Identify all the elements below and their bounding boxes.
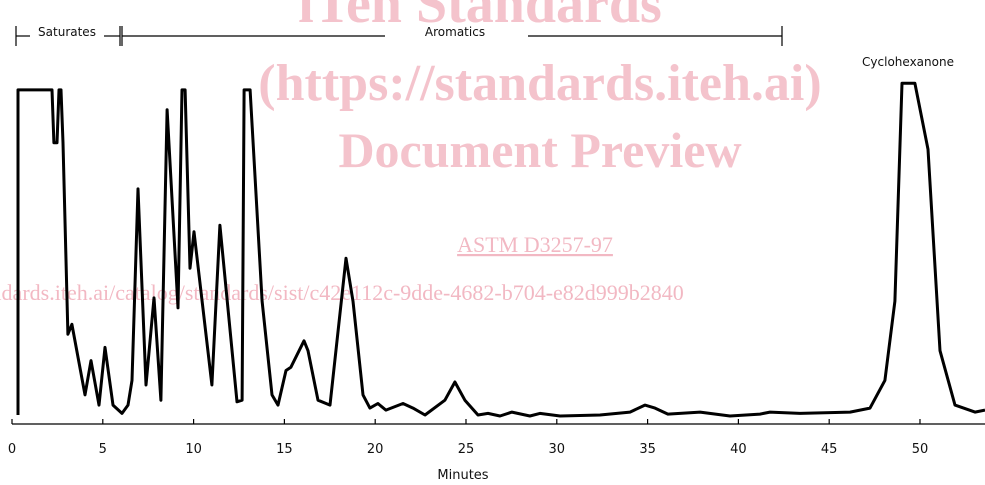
x-axis-label: Minutes [437, 468, 488, 483]
x-tick-label: 40 [730, 442, 747, 457]
trace-line [16, 81, 985, 418]
annotation: Cyclohexanone [862, 55, 954, 69]
x-tick-label: 15 [276, 442, 293, 457]
x-tick-label: 10 [185, 442, 202, 457]
x-tick-label: 25 [458, 442, 475, 457]
x-tick-label: 5 [99, 442, 107, 457]
watermark-text: iTeh Standards [298, 0, 662, 35]
x-tick-label: 0 [8, 442, 16, 457]
x-tick-label: 35 [639, 442, 656, 457]
x-tick-label: 30 [549, 442, 566, 457]
watermark: iTeh Standards (https://standards.iteh.a… [0, 0, 822, 305]
annotation: Saturates [38, 25, 96, 39]
x-tick-label: 50 [912, 442, 929, 457]
x-tick-label: 20 [367, 442, 384, 457]
watermark-text: ASTM D3257-97 [457, 232, 613, 257]
watermark-text: (https://standards.iteh.ai) [258, 55, 821, 112]
x-tick-label: 45 [821, 442, 838, 457]
watermark-text: Document Preview [338, 122, 741, 178]
annotation: Aromatics [425, 25, 485, 39]
